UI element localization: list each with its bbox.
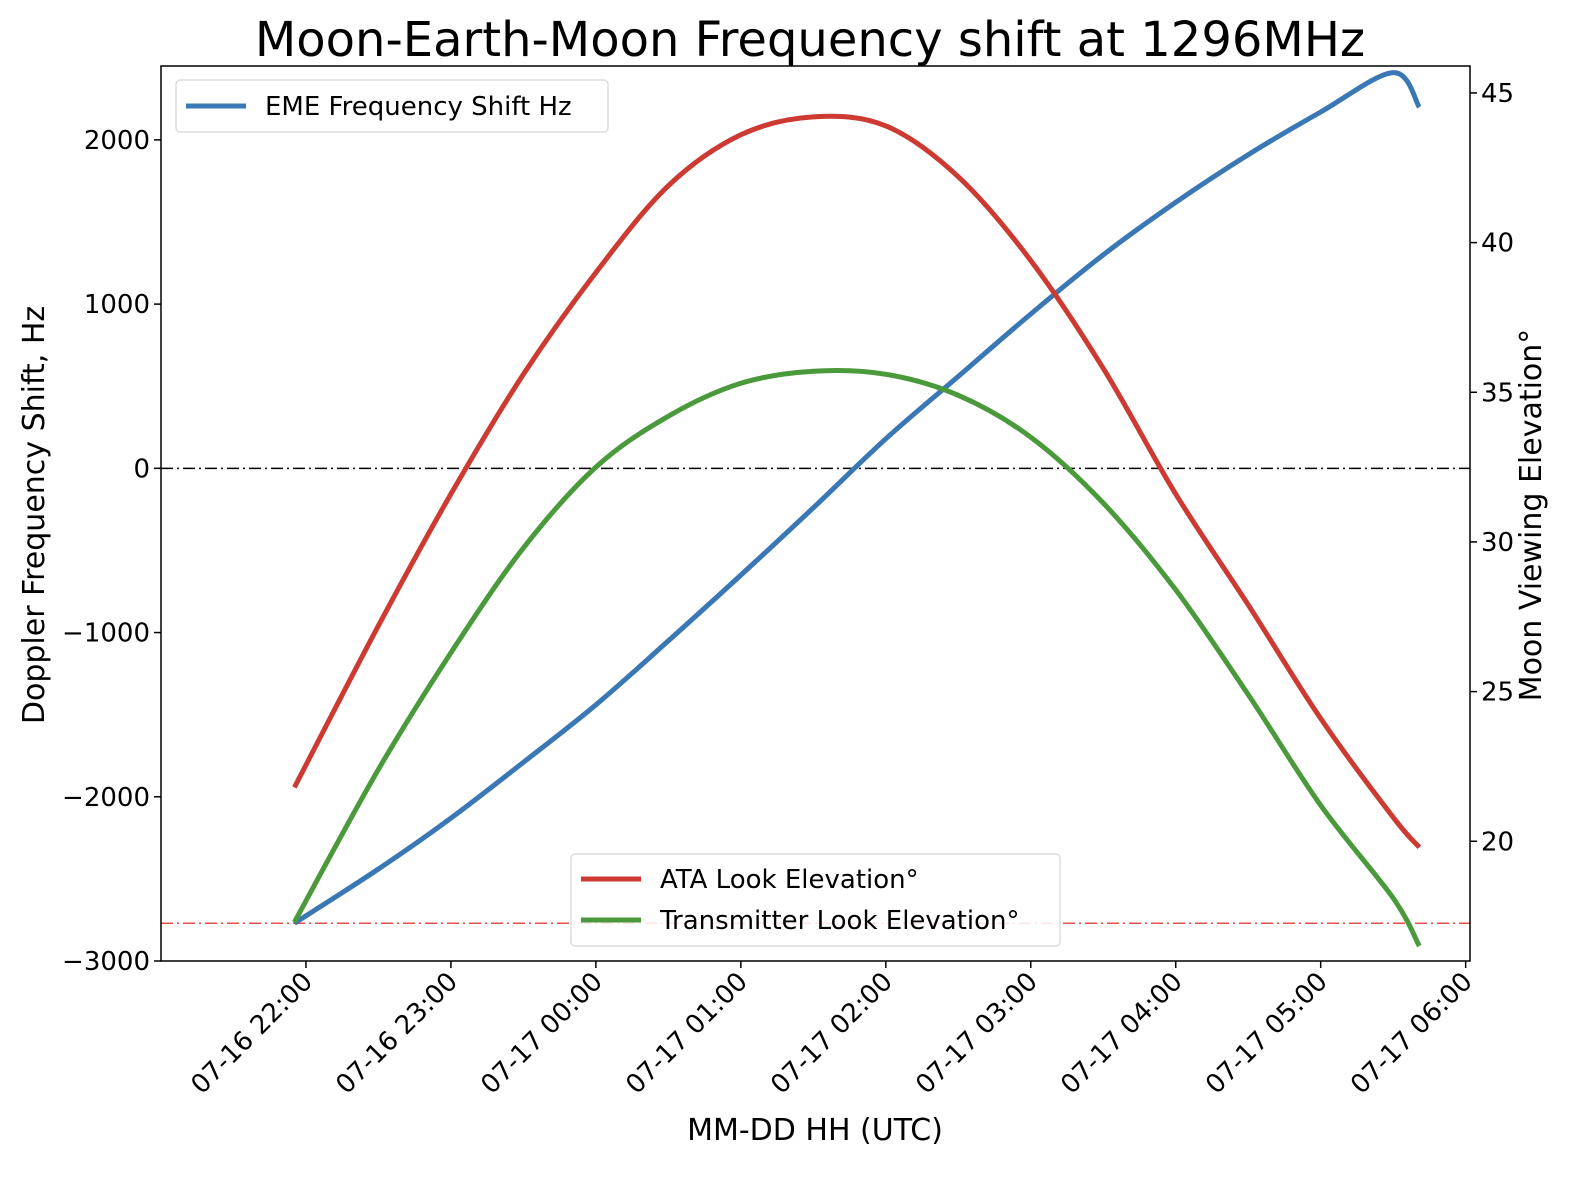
y-right-tick-label: 20	[1481, 827, 1514, 857]
y-right-tick-label: 45	[1481, 79, 1514, 109]
x-tick-label: 07-17 02:00	[765, 967, 898, 1100]
series-line-ata	[292, 113, 1422, 849]
y-left-tick-label: −3000	[62, 947, 150, 977]
x-tick-label: 07-17 06:00	[1345, 967, 1478, 1100]
legend-label-ata: ATA Look Elevation°	[660, 865, 919, 895]
x-tick-label: 07-17 04:00	[1055, 967, 1188, 1100]
legend-label-transmitter: Transmitter Look Elevation°	[659, 906, 1020, 936]
x-axis: 07-16 22:00 07-16 23:00 07-17 00:00 07-17 0…	[185, 961, 1479, 1100]
x-axis-label: MM-DD HH (UTC)	[687, 1113, 943, 1148]
chart-title: Moon-Earth-Moon Frequency shift at 1296M…	[255, 12, 1365, 68]
legend-label-eme: EME Frequency Shift Hz	[265, 92, 572, 122]
x-tick-label: 07-17 01:00	[620, 967, 753, 1100]
legend-top: EME Frequency Shift Hz	[175, 79, 609, 133]
series-line-eme	[293, 70, 1422, 926]
x-tick-label: 07-16 22:00	[185, 967, 318, 1100]
y-right-tick-label: 30	[1481, 528, 1514, 558]
y-left-tick-label: −2000	[62, 783, 150, 813]
legend-bottom-frame	[570, 853, 1061, 947]
y-right-tick-label: 40	[1481, 229, 1514, 259]
y-left-tick-label: −1000	[62, 619, 150, 649]
plot-area	[161, 70, 1470, 948]
legend-top-frame	[175, 79, 609, 133]
series-line-transmitter	[292, 368, 1422, 948]
x-tick-label: 07-17 00:00	[475, 967, 608, 1100]
x-tick-label: 07-17 03:00	[910, 967, 1043, 1100]
y-right-tick-label: 35	[1481, 378, 1514, 408]
x-tick-label: 07-17 05:00	[1200, 967, 1333, 1100]
y-left-tick-label: 0	[133, 454, 150, 484]
legend-bottom: ATA Look Elevation° Transmitter Look Ele…	[570, 853, 1061, 947]
y-axis-right: 45 40 35 30 25 20	[1470, 79, 1514, 857]
y-axis-right-label: Moon Viewing Elevation°	[1514, 329, 1549, 702]
y-axis-left: 2000 1000 0 −1000 −2000 −3000	[62, 126, 161, 977]
y-left-tick-label: 1000	[84, 290, 150, 320]
y-right-tick-label: 25	[1481, 678, 1514, 708]
plot-frame	[160, 65, 1471, 962]
x-tick-label: 07-16 23:00	[330, 967, 463, 1100]
y-axis-left-label: Doppler Frequency Shift, Hz	[17, 306, 52, 724]
y-left-tick-label: 2000	[84, 126, 150, 156]
